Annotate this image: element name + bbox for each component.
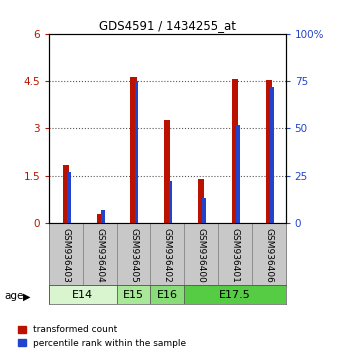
Bar <box>101 210 104 223</box>
Text: GSM936404: GSM936404 <box>95 228 104 283</box>
Text: age: age <box>4 291 23 301</box>
Bar <box>236 125 240 223</box>
Bar <box>49 285 117 304</box>
Text: GSM936401: GSM936401 <box>231 228 239 283</box>
Text: E15: E15 <box>123 290 144 300</box>
Bar <box>266 80 272 223</box>
Bar <box>202 198 206 223</box>
Text: E16: E16 <box>157 290 178 300</box>
Bar <box>164 120 170 223</box>
Text: GSM936406: GSM936406 <box>264 228 273 283</box>
Bar <box>63 165 69 223</box>
Bar <box>67 172 71 223</box>
Title: GDS4591 / 1434255_at: GDS4591 / 1434255_at <box>99 19 236 33</box>
Text: GSM936403: GSM936403 <box>62 228 70 283</box>
Bar <box>232 79 238 223</box>
Text: GSM936402: GSM936402 <box>163 228 172 283</box>
Bar <box>150 285 184 304</box>
Bar <box>97 215 103 223</box>
Bar <box>135 81 138 223</box>
Bar <box>270 87 273 223</box>
Legend: transformed count, percentile rank within the sample: transformed count, percentile rank withi… <box>18 325 187 348</box>
Text: E14: E14 <box>72 290 93 300</box>
Bar <box>184 285 286 304</box>
Bar <box>198 179 204 223</box>
Text: ▶: ▶ <box>23 291 30 301</box>
Bar <box>117 285 150 304</box>
Bar <box>130 77 137 223</box>
Text: GSM936400: GSM936400 <box>197 228 206 283</box>
Text: GSM936405: GSM936405 <box>129 228 138 283</box>
Bar <box>169 181 172 223</box>
Text: E17.5: E17.5 <box>219 290 251 300</box>
